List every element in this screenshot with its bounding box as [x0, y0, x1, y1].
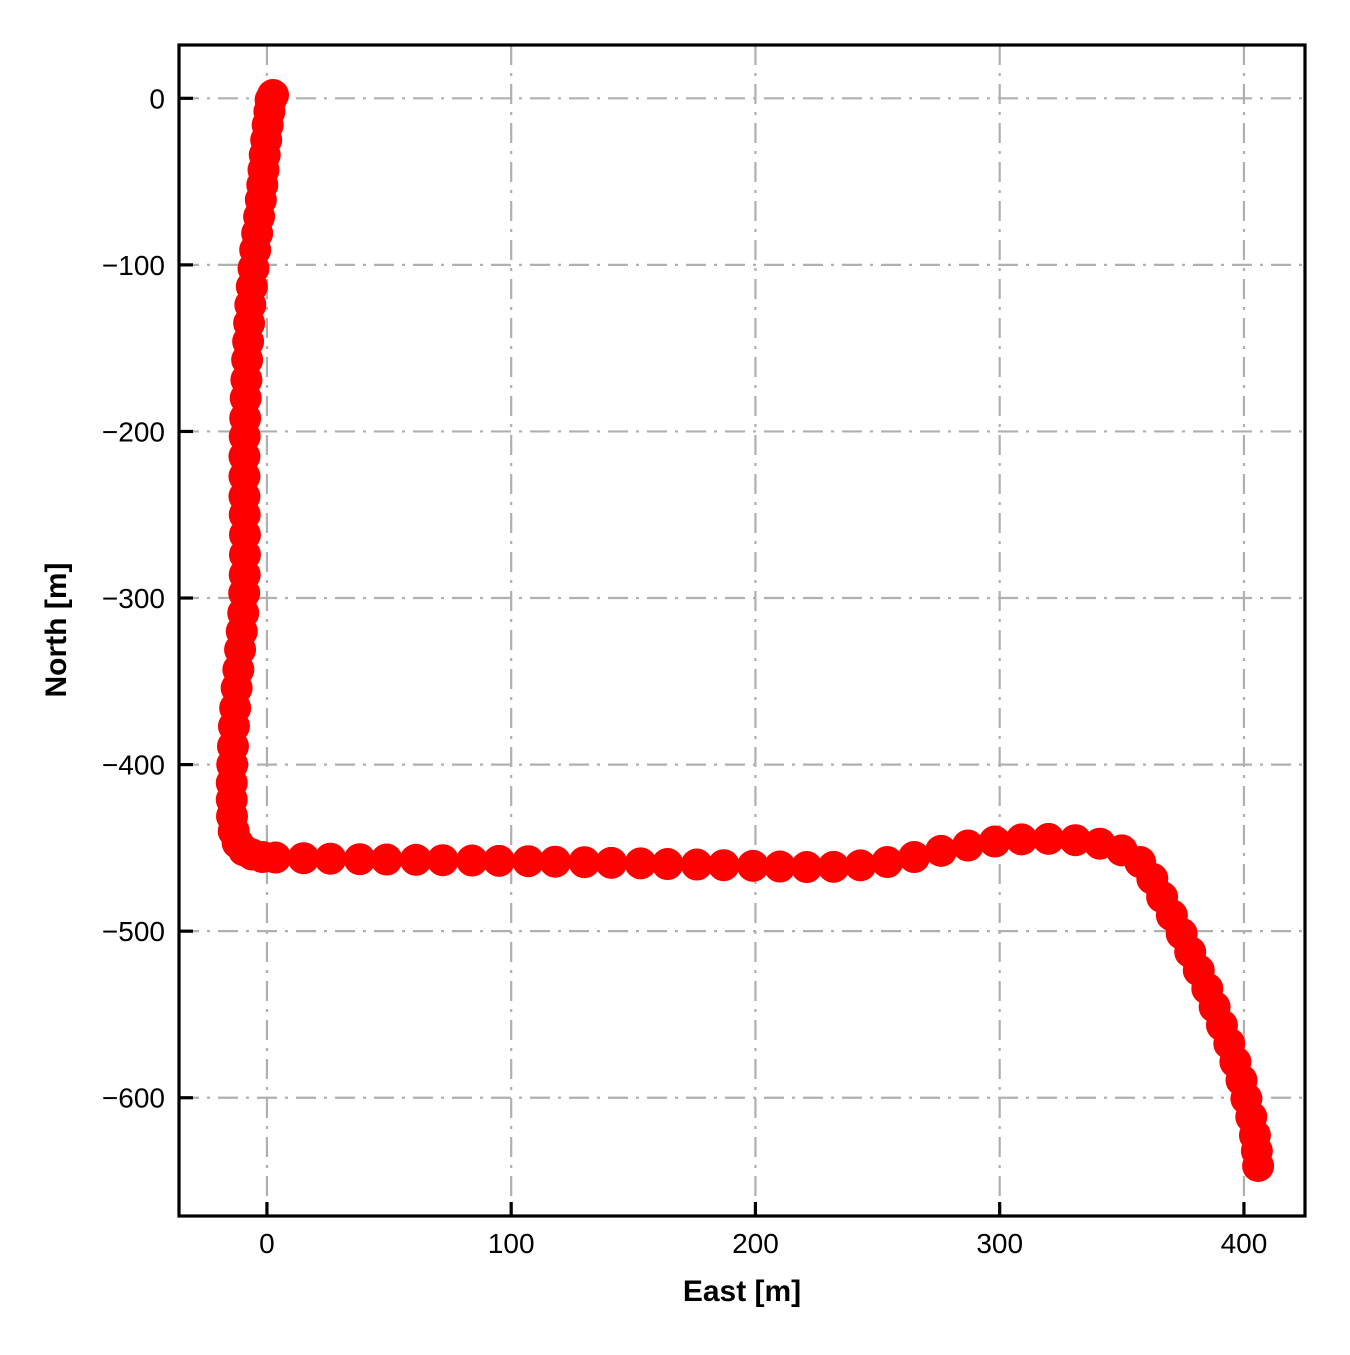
data-point	[790, 851, 823, 884]
tick-layer	[179, 96, 1246, 1216]
grid-layer	[179, 45, 1305, 1216]
x-axis-label: East [m]	[683, 1275, 801, 1308]
data-point	[736, 849, 769, 882]
data-point	[456, 844, 489, 877]
y-tick-label: −300	[102, 583, 165, 614]
data-point	[512, 845, 545, 878]
data-point	[595, 846, 628, 879]
data-point	[898, 841, 931, 874]
y-tick-label: −500	[102, 916, 165, 947]
data-point	[1032, 822, 1065, 855]
y-tick-label: 0	[149, 83, 165, 114]
data-point	[817, 850, 850, 883]
data-point	[539, 845, 572, 878]
data-point	[482, 844, 515, 877]
x-tick-label: 0	[259, 1228, 275, 1259]
y-tick-label: −200	[102, 416, 165, 447]
data-point	[1059, 824, 1092, 857]
data-point	[707, 849, 740, 882]
x-tick-label: 400	[1221, 1228, 1268, 1259]
x-tick-label: 200	[732, 1228, 779, 1259]
data-point	[568, 846, 601, 879]
tick-label-layer: 0 100 200 300 400 0 −100 −200 −300 −400 −500 −600	[102, 83, 1267, 1259]
plot-border	[177, 43, 1307, 1218]
data-point	[399, 843, 432, 876]
y-axis-label: North [m]	[40, 563, 73, 698]
data-point	[1242, 1150, 1275, 1183]
data-point	[1005, 823, 1038, 856]
data-point	[763, 850, 796, 883]
data-point	[978, 825, 1011, 858]
data-point	[314, 842, 347, 875]
data-point	[287, 842, 320, 875]
data-point	[426, 844, 459, 877]
x-tick-label: 300	[976, 1228, 1023, 1259]
data-point	[259, 841, 292, 874]
data-point	[680, 848, 713, 881]
data-point	[624, 847, 657, 880]
y-tick-label: −400	[102, 750, 165, 781]
series-layer	[215, 78, 1275, 1183]
data-point	[925, 834, 958, 867]
y-tick-label: −600	[102, 1083, 165, 1114]
x-tick-label: 100	[488, 1228, 535, 1259]
data-point	[951, 829, 984, 862]
data-point	[651, 848, 684, 881]
data-point	[871, 846, 904, 879]
data-point	[370, 843, 403, 876]
data-point	[343, 843, 376, 876]
y-tick-label: −100	[102, 250, 165, 281]
data-point	[844, 849, 877, 882]
